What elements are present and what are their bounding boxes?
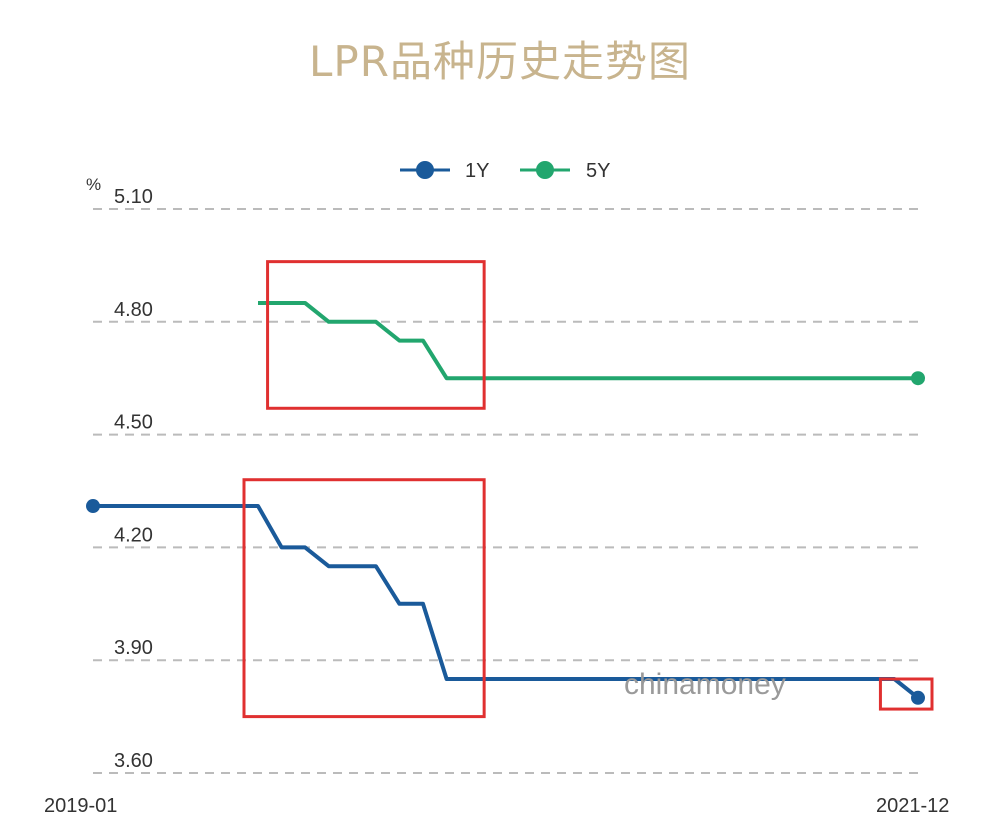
watermark: chinamoney [624,668,786,701]
legend-marker [536,161,554,179]
y-tick-label: 3.90 [114,637,153,659]
point-marker-5y[interactable] [911,371,925,386]
legend-marker [416,161,434,179]
y-tick-label: 5.10 [114,186,153,208]
x-tick-label: 2021-12 [876,795,949,817]
y-tick-label: 4.50 [114,412,153,434]
y-unit-label: % [86,175,101,194]
grid-lines [93,208,918,774]
point-marker-1y[interactable] [86,499,100,514]
point-marker-1y[interactable] [911,690,925,705]
legend[interactable]: 1Y 5Y [400,160,610,182]
x-axis-ticks: 2019-01 2021-12 [44,795,949,817]
highlight-box [242,478,486,719]
y-tick-label: 4.80 [114,299,153,321]
highlight-boxes [242,260,934,719]
y-tick-label: 3.60 [114,750,153,772]
legend-label: 5Y [586,160,610,182]
highlight-box [266,260,486,410]
y-tick-label: 4.20 [114,524,153,546]
series-line-5y [258,301,918,381]
legend-item-5y[interactable]: 5Y [520,160,610,182]
legend-label: 1Y [465,160,489,182]
y-axis-ticks: 5.10 4.80 4.50 4.20 3.90 3.60 [114,186,153,772]
series-line-1y [93,504,920,700]
highlight-box [878,677,934,711]
chart-title: LPR品种历史走势图 [309,37,691,86]
series-lines [86,301,925,705]
x-tick-label: 2019-01 [44,795,117,817]
legend-item-1y[interactable]: 1Y [400,160,489,182]
